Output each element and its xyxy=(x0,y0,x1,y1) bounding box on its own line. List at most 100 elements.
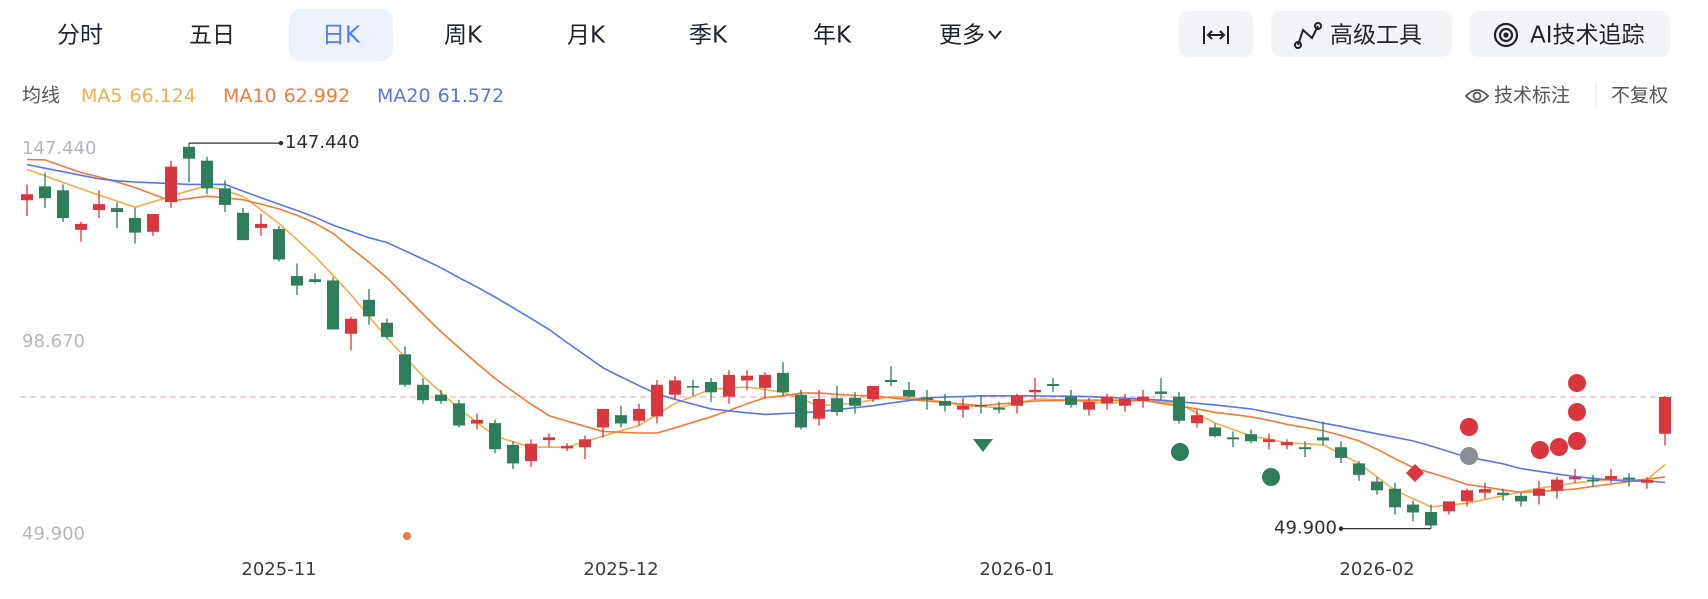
signal-dot[interactable] xyxy=(403,532,411,540)
legend-entry: MA20 61.572 xyxy=(377,85,504,107)
signal-circle[interactable] xyxy=(1550,438,1568,456)
candle-body xyxy=(21,194,33,201)
tab[interactable]: 季K xyxy=(689,23,728,49)
legend-value: 66.124 xyxy=(129,85,195,107)
candle-body xyxy=(1389,488,1401,508)
candle-body xyxy=(1497,492,1509,496)
plot: 147.440 98.670 49.900 2025-11 2025-12 2026-01… xyxy=(20,132,1672,580)
candle-body xyxy=(813,398,825,419)
candle-body xyxy=(111,208,123,213)
signal-circle[interactable] xyxy=(1460,447,1478,465)
tools-label[interactable]: 高级工具 xyxy=(1330,23,1422,49)
x-tick-label: 2026-01 xyxy=(979,559,1054,580)
signal-circle[interactable] xyxy=(1460,418,1478,436)
candle-body xyxy=(237,212,249,241)
annotation-label: 147.440 xyxy=(285,132,359,153)
candle-body xyxy=(651,384,663,417)
candle-body xyxy=(1083,401,1095,410)
candle-body xyxy=(705,382,717,393)
signal-diamond[interactable] xyxy=(1406,464,1424,482)
candle-body xyxy=(327,280,339,330)
candle-body xyxy=(867,385,879,399)
candle-body xyxy=(957,405,969,410)
candle-body xyxy=(1101,396,1113,404)
candle-body xyxy=(669,380,681,395)
candle-body xyxy=(975,404,987,407)
candle-body xyxy=(201,160,213,189)
legend-name: MA5 xyxy=(81,85,122,107)
candle-body xyxy=(1533,488,1545,496)
candle-body xyxy=(741,375,753,381)
tab[interactable]: 年K xyxy=(813,23,852,49)
candle-body xyxy=(885,380,897,382)
tools-icon xyxy=(1294,22,1322,49)
candle-body xyxy=(1461,490,1473,502)
legend-value: 62.992 xyxy=(284,85,350,107)
candle-body xyxy=(1065,396,1077,405)
candle-body xyxy=(273,229,285,260)
tab[interactable]: 月K xyxy=(567,23,606,49)
candle-body xyxy=(777,372,789,393)
candle-body xyxy=(1317,437,1329,441)
candle-body xyxy=(1173,396,1185,421)
candle-body xyxy=(1569,476,1581,480)
signal-circle[interactable] xyxy=(1531,441,1549,459)
mark-option[interactable]: 技术标注 xyxy=(1494,85,1570,107)
tab[interactable]: 日K xyxy=(322,23,361,49)
candle-body xyxy=(363,299,375,317)
y-tick-label: 98.670 xyxy=(22,331,85,352)
ai-button[interactable] xyxy=(1469,11,1670,57)
candle-body xyxy=(993,407,1005,410)
candle-body xyxy=(1011,395,1023,406)
tab[interactable]: 分时 xyxy=(57,23,103,49)
candle-body xyxy=(1227,437,1239,440)
annotation-dot xyxy=(1338,526,1344,531)
candle-body xyxy=(1155,391,1167,394)
y-tick-label: 147.440 xyxy=(22,138,96,159)
candle-body xyxy=(1281,442,1293,446)
tab-active-bg xyxy=(289,9,393,61)
candle-body xyxy=(129,217,141,233)
candle-body xyxy=(597,408,609,428)
signal-circle[interactable] xyxy=(1568,374,1586,392)
legend-name: MA10 xyxy=(223,85,277,107)
signal-circle[interactable] xyxy=(1171,443,1189,461)
more-chevron xyxy=(988,30,1002,40)
signal-circle[interactable] xyxy=(1568,403,1586,421)
tab[interactable]: 五日 xyxy=(189,23,235,49)
candle-body xyxy=(1551,479,1563,491)
candle-body xyxy=(1425,512,1437,526)
candle-body xyxy=(471,419,483,424)
signal-circle[interactable] xyxy=(1262,468,1280,486)
candle-body xyxy=(1299,447,1311,450)
candle-body xyxy=(1029,389,1041,393)
tab[interactable]: 更多 xyxy=(939,23,985,49)
candle-body xyxy=(417,384,429,401)
ai-icon xyxy=(1493,22,1519,48)
candle-body xyxy=(1407,504,1419,513)
signal-triangle[interactable] xyxy=(973,439,993,452)
candle-body xyxy=(291,276,303,286)
candle-body xyxy=(399,354,411,385)
ma-line xyxy=(26,163,1666,484)
x-tick-label: 2025-12 xyxy=(583,559,658,580)
legend-entry: MA5 66.124 xyxy=(81,85,196,107)
candle-body xyxy=(633,408,645,421)
candle-body xyxy=(1245,434,1257,442)
candle-body xyxy=(219,188,231,205)
candle-body xyxy=(1263,439,1275,443)
adjust-option[interactable]: 不复权 xyxy=(1611,85,1668,107)
candle-body xyxy=(849,397,861,406)
candle-body xyxy=(1641,480,1653,483)
tab[interactable]: 周K xyxy=(444,23,483,49)
candle-body xyxy=(561,446,573,449)
candle-body xyxy=(615,415,627,424)
ai-label[interactable]: AI技术追踪 xyxy=(1530,23,1645,49)
candle-body xyxy=(1659,397,1671,434)
candle-body xyxy=(939,400,951,406)
candle-body xyxy=(1353,463,1365,475)
candle-body xyxy=(453,403,465,426)
fit-icon xyxy=(1203,26,1229,44)
signal-circle[interactable] xyxy=(1568,432,1586,450)
